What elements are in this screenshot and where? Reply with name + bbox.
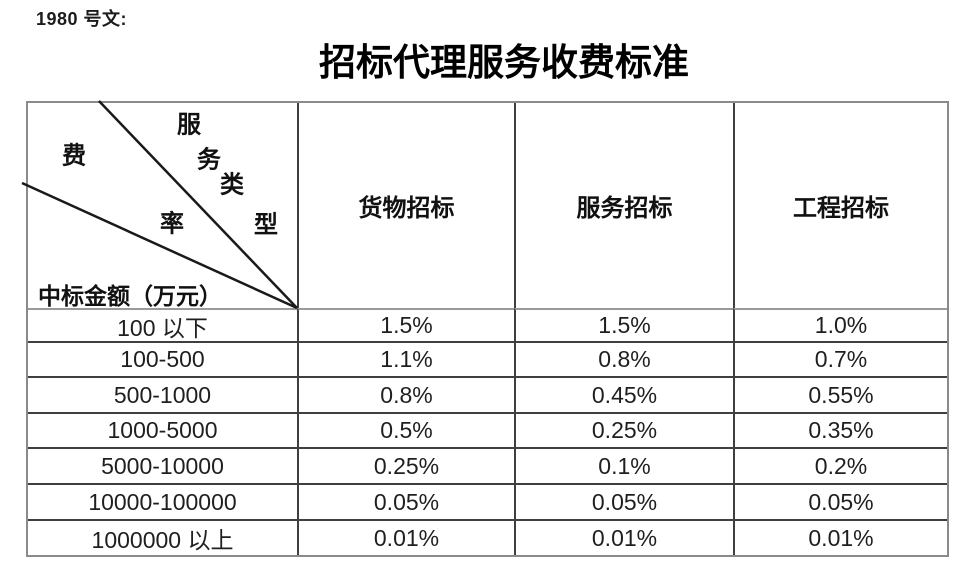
rate-cell: 0.25% [514, 412, 733, 447]
rate-cell: 0.05% [297, 483, 514, 519]
rate-cell: 0.01% [514, 519, 733, 555]
row-header-amount-range: 500-1000 [28, 376, 297, 412]
fee-standard-table: 服 务 类 型 费 率 中标金额（万元） 货物招标 服务招标 工程招标 100 以下 1… [21, 100, 949, 557]
column-header-1: 货物招标 [297, 103, 514, 308]
rate-cell: 0.25% [297, 447, 514, 483]
row-header-amount-range: 1000-5000 [28, 412, 297, 447]
rate-cell: 0.55% [733, 376, 947, 412]
axis-label-bid-amount: 中标金额（万元） [38, 283, 222, 310]
doc-reference-number: 1980 号文: [36, 9, 128, 29]
column-header-3: 工程招标 [733, 103, 947, 308]
axis-label-service-type-char: 服 [177, 109, 201, 139]
rate-cell: 0.01% [733, 519, 947, 555]
rate-cell: 0.35% [733, 412, 947, 447]
axis-label-service-type-char: 类 [220, 169, 244, 199]
rate-cell: 1.1% [297, 341, 514, 376]
rate-cell: 0.7% [733, 341, 947, 376]
rate-cell: 0.5% [297, 412, 514, 447]
page-title: 招标代理服务收费标准 [319, 40, 689, 84]
axis-label-rate-char: 费 [62, 140, 86, 170]
axis-label-service-type-char: 务 [197, 144, 221, 174]
row-header-amount-range: 10000-100000 [28, 483, 297, 519]
row-header-amount-range: 5000-10000 [28, 447, 297, 483]
rate-cell: 0.05% [514, 483, 733, 519]
axis-label-service-type-char: 型 [254, 209, 278, 239]
rate-cell: 0.01% [297, 519, 514, 555]
row-header-amount-range: 100-500 [28, 341, 297, 376]
diagonal-header-cell: 服 务 类 型 费 率 中标金额（万元） [21, 100, 298, 310]
rate-cell: 1.0% [733, 308, 947, 341]
rate-cell: 0.2% [733, 447, 947, 483]
rate-cell: 0.8% [514, 341, 733, 376]
rate-cell: 0.1% [514, 447, 733, 483]
rate-cell: 1.5% [514, 308, 733, 341]
diagonal-split-lines [21, 100, 298, 310]
title-row: 招标代理服务收费标准 [32, 42, 976, 83]
rate-cell: 0.45% [514, 376, 733, 412]
row-header-amount-range: 100 以下 [28, 308, 297, 341]
axis-label-rate-char: 率 [160, 208, 184, 238]
column-header-2: 服务招标 [514, 103, 733, 308]
row-header-amount-range: 1000000 以上 [28, 519, 297, 555]
rate-cell: 0.8% [297, 376, 514, 412]
rate-cell: 1.5% [297, 308, 514, 341]
rate-cell: 0.05% [733, 483, 947, 519]
